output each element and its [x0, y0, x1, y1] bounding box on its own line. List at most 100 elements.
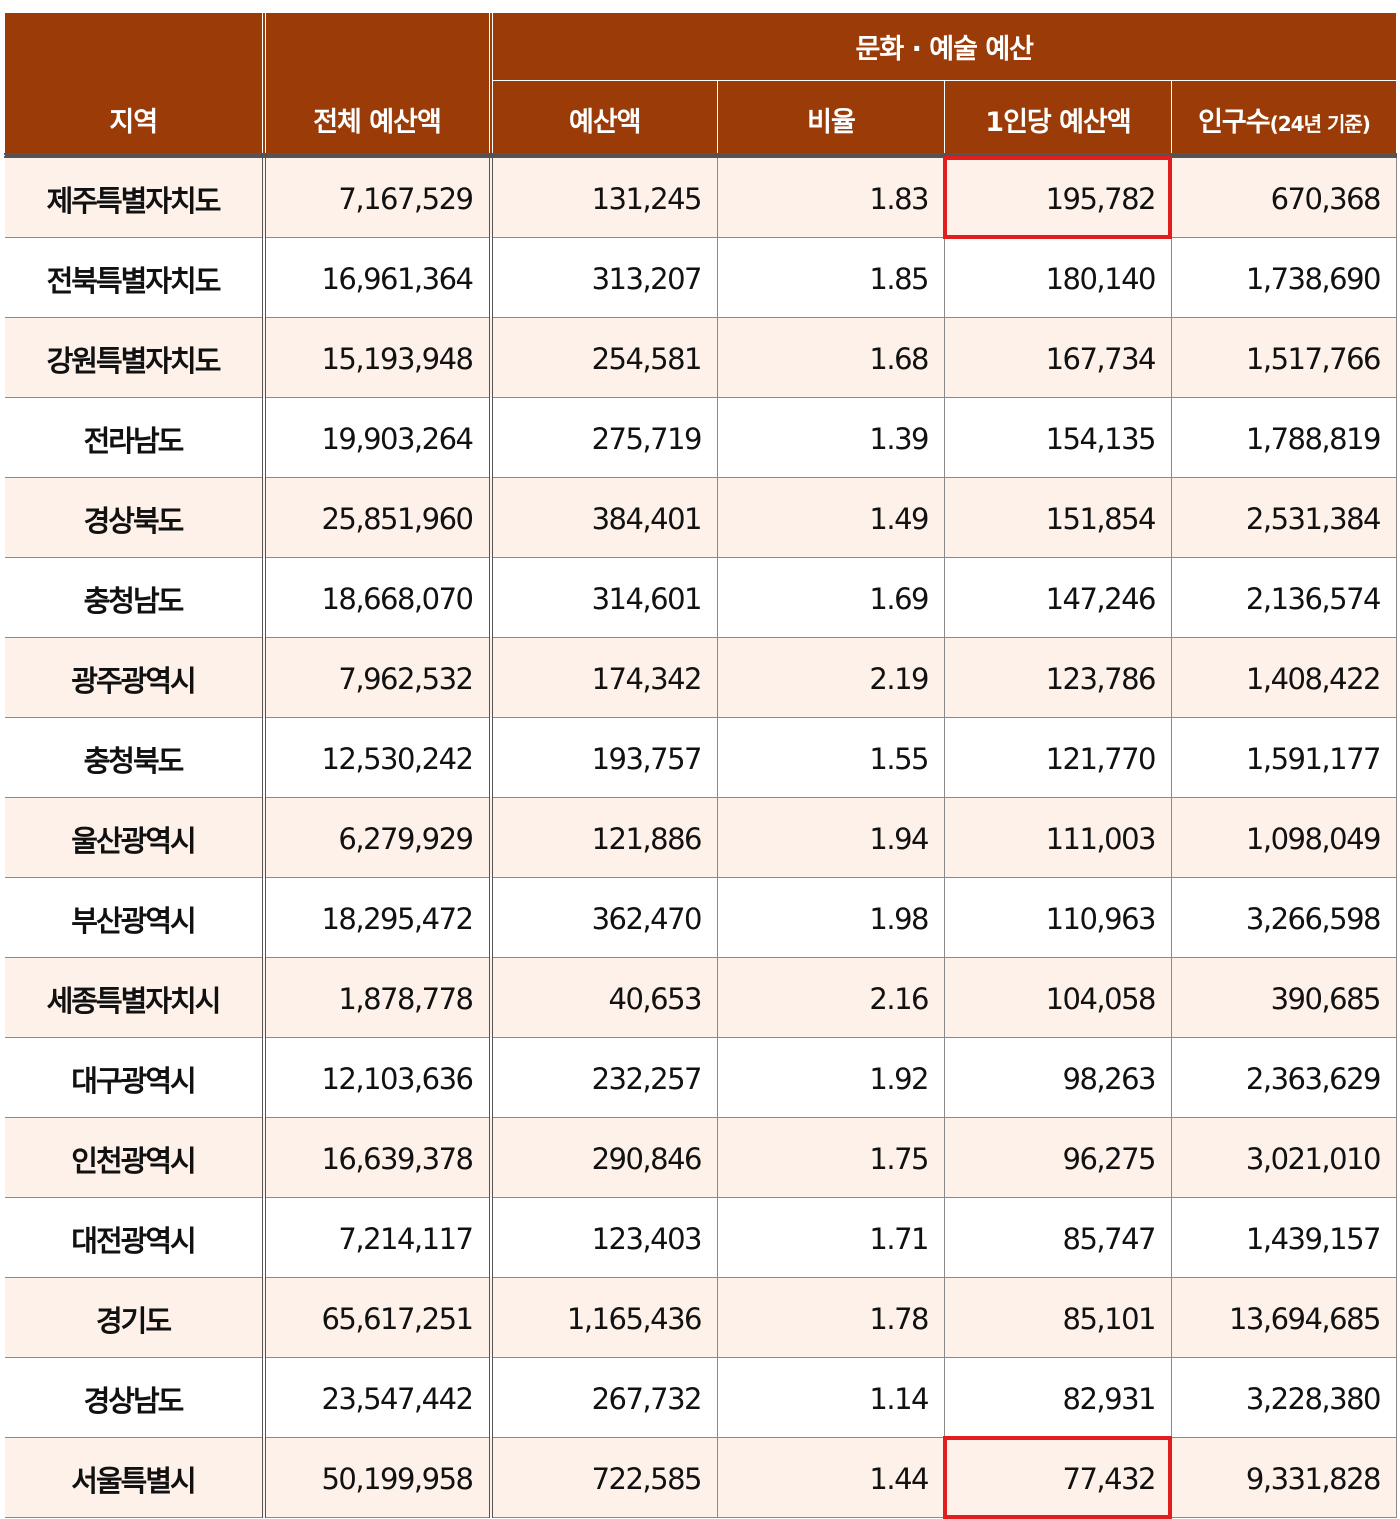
cell-total-budget: 7,962,532 — [263, 637, 493, 718]
cell-ratio: 1.39 — [717, 397, 945, 478]
cell-per-capita: 85,101 — [944, 1277, 1172, 1358]
cell-region: 울산광역시 — [4, 797, 266, 878]
cell-population: 1,517,766 — [1171, 317, 1397, 398]
cell-per-capita: 121,770 — [944, 717, 1172, 798]
header-total-budget: 전체 예산액 — [263, 12, 493, 156]
cell-budget: 123,403 — [490, 1197, 718, 1278]
cell-total-budget: 15,193,948 — [263, 317, 493, 398]
cell-ratio: 1.44 — [717, 1437, 945, 1518]
cell-budget: 131,245 — [490, 155, 718, 238]
cell-ratio: 2.16 — [717, 957, 945, 1038]
header-population-label: 인구수 — [1198, 106, 1271, 138]
table-row: 전라남도 19,903,264 275,719 1.39 154,135 1,788,81… — [4, 397, 1397, 478]
table-row: 제주특별자치도 7,167,529 131,245 1.83 195,782 670,36… — [4, 153, 1397, 238]
cell-ratio: 1.92 — [717, 1037, 945, 1118]
cell-region: 인천광역시 — [4, 1117, 266, 1198]
cell-region: 서울특별시 — [4, 1437, 266, 1518]
cell-budget: 254,581 — [490, 317, 718, 398]
cell-per-capita: 98,263 — [944, 1037, 1172, 1118]
cell-population: 13,694,685 — [1171, 1277, 1397, 1358]
cell-population: 1,408,422 — [1171, 637, 1397, 718]
cell-total-budget: 65,617,251 — [263, 1277, 493, 1358]
header-budget: 예산액 — [490, 80, 718, 156]
cell-region: 대전광역시 — [4, 1197, 266, 1278]
cell-per-capita: 96,275 — [944, 1117, 1172, 1198]
table-row: 강원특별자치도 15,193,948 254,581 1.68 167,734 1,517… — [4, 317, 1397, 398]
cell-population: 2,363,629 — [1171, 1037, 1397, 1118]
cell-total-budget: 16,961,364 — [263, 237, 493, 318]
cell-population: 1,098,049 — [1171, 797, 1397, 878]
header-region: 지역 — [4, 12, 266, 156]
cell-per-capita: 180,140 — [944, 237, 1172, 318]
table-header: 지역 전체 예산액 문화 · 예술 예산 예산액 비율 1인당 예산액 인구수(… — [4, 12, 1397, 156]
cell-population: 3,228,380 — [1171, 1357, 1397, 1438]
cell-per-capita: 104,058 — [944, 957, 1172, 1038]
cell-ratio: 1.78 — [717, 1277, 945, 1358]
cell-budget: 1,165,436 — [490, 1277, 718, 1358]
culture-budget-table: 지역 전체 예산액 문화 · 예술 예산 예산액 비율 1인당 예산액 인구수(… — [4, 12, 1397, 1519]
cell-population: 1,738,690 — [1171, 237, 1397, 318]
header-ratio: 비율 — [717, 80, 945, 156]
header-population: 인구수(24년 기준) — [1171, 80, 1397, 156]
cell-population: 2,136,574 — [1171, 557, 1397, 638]
cell-budget: 193,757 — [490, 717, 718, 798]
cell-per-capita: 77,432 — [942, 1435, 1172, 1519]
cell-budget: 174,342 — [490, 637, 718, 718]
cell-budget: 290,846 — [490, 1117, 718, 1198]
cell-population: 3,266,598 — [1171, 877, 1397, 958]
cell-ratio: 1.85 — [717, 237, 945, 318]
cell-per-capita: 147,246 — [944, 557, 1172, 638]
table-row: 경기도 65,617,251 1,165,436 1.78 85,101 13,694,6… — [4, 1277, 1397, 1358]
cell-total-budget: 12,103,636 — [263, 1037, 493, 1118]
table-row: 전북특별자치도 16,961,364 313,207 1.85 180,140 1,738… — [4, 237, 1397, 318]
cell-region: 광주광역시 — [4, 637, 266, 718]
cell-ratio: 1.69 — [717, 557, 945, 638]
cell-total-budget: 12,530,242 — [263, 717, 493, 798]
cell-region: 전라남도 — [4, 397, 266, 478]
cell-per-capita: 123,786 — [944, 637, 1172, 718]
cell-budget: 722,585 — [490, 1437, 718, 1518]
table-row: 부산광역시 18,295,472 362,470 1.98 110,963 3,266,5… — [4, 877, 1397, 958]
table-row: 충청북도 12,530,242 193,757 1.55 121,770 1,591,17… — [4, 717, 1397, 798]
cell-ratio: 1.14 — [717, 1357, 945, 1438]
cell-total-budget: 25,851,960 — [263, 477, 493, 558]
cell-region: 경상남도 — [4, 1357, 266, 1438]
cell-population: 2,531,384 — [1171, 477, 1397, 558]
cell-budget: 384,401 — [490, 477, 718, 558]
cell-per-capita: 167,734 — [944, 317, 1172, 398]
cell-total-budget: 50,199,958 — [263, 1437, 493, 1518]
cell-per-capita: 195,782 — [942, 153, 1172, 238]
cell-total-budget: 18,668,070 — [263, 557, 493, 638]
cell-region: 전북특별자치도 — [4, 237, 266, 318]
header-per-capita: 1인당 예산액 — [944, 80, 1172, 156]
cell-population: 390,685 — [1171, 957, 1397, 1038]
table-row: 울산광역시 6,279,929 121,886 1.94 111,003 1,098,04… — [4, 797, 1397, 878]
cell-region: 경상북도 — [4, 477, 266, 558]
table-row: 세종특별자치시 1,878,778 40,653 2.16 104,058 390,685 — [4, 957, 1397, 1038]
cell-population: 670,368 — [1171, 155, 1397, 238]
cell-ratio: 1.98 — [717, 877, 945, 958]
cell-budget: 275,719 — [490, 397, 718, 478]
table-body: 제주특별자치도 7,167,529 131,245 1.83 195,782 670,36… — [4, 153, 1397, 1519]
table-row: 충청남도 18,668,070 314,601 1.69 147,246 2,136,57… — [4, 557, 1397, 638]
cell-per-capita: 85,747 — [944, 1197, 1172, 1278]
table-row: 대전광역시 7,214,117 123,403 1.71 85,747 1,439,157 — [4, 1197, 1397, 1278]
cell-budget: 362,470 — [490, 877, 718, 958]
cell-population: 1,591,177 — [1171, 717, 1397, 798]
cell-total-budget: 19,903,264 — [263, 397, 493, 478]
header-culture-group: 문화 · 예술 예산 — [490, 12, 1397, 81]
cell-budget: 267,732 — [490, 1357, 718, 1438]
cell-region: 경기도 — [4, 1277, 266, 1358]
table-row: 경상북도 25,851,960 384,401 1.49 151,854 2,531,38… — [4, 477, 1397, 558]
table-row: 서울특별시 50,199,958 722,585 1.44 77,432 9,331,82… — [4, 1435, 1397, 1519]
cell-total-budget: 23,547,442 — [263, 1357, 493, 1438]
cell-per-capita: 154,135 — [944, 397, 1172, 478]
cell-ratio: 1.94 — [717, 797, 945, 878]
cell-per-capita: 111,003 — [944, 797, 1172, 878]
cell-region: 충청북도 — [4, 717, 266, 798]
cell-total-budget: 1,878,778 — [263, 957, 493, 1038]
cell-total-budget: 18,295,472 — [263, 877, 493, 958]
cell-per-capita: 110,963 — [944, 877, 1172, 958]
header-population-note: (24년 기준) — [1269, 111, 1371, 136]
cell-population: 9,331,828 — [1171, 1437, 1397, 1518]
